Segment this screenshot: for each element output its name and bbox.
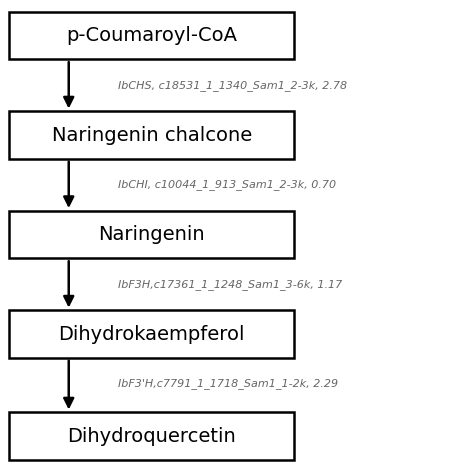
- Text: IbCHI, c10044_1_913_Sam1_2-3k, 0.70: IbCHI, c10044_1_913_Sam1_2-3k, 0.70: [118, 179, 337, 191]
- Text: IbF3H,c17361_1_1248_Sam1_3-6k, 1.17: IbF3H,c17361_1_1248_Sam1_3-6k, 1.17: [118, 279, 343, 290]
- Text: IbCHS, c18531_1_1340_Sam1_2-3k, 2.78: IbCHS, c18531_1_1340_Sam1_2-3k, 2.78: [118, 80, 347, 91]
- FancyBboxPatch shape: [9, 211, 294, 258]
- Text: Naringenin chalcone: Naringenin chalcone: [52, 126, 252, 145]
- Text: Dihydrokaempferol: Dihydrokaempferol: [58, 325, 245, 344]
- FancyBboxPatch shape: [9, 310, 294, 358]
- Text: p-Coumaroyl-CoA: p-Coumaroyl-CoA: [66, 26, 237, 45]
- Text: Dihydroquercetin: Dihydroquercetin: [67, 427, 236, 446]
- Text: IbF3'H,c7791_1_1718_Sam1_1-2k, 2.29: IbF3'H,c7791_1_1718_Sam1_1-2k, 2.29: [118, 378, 338, 390]
- Text: Naringenin: Naringenin: [99, 225, 205, 244]
- FancyBboxPatch shape: [9, 12, 294, 59]
- FancyBboxPatch shape: [9, 111, 294, 159]
- FancyBboxPatch shape: [9, 412, 294, 460]
